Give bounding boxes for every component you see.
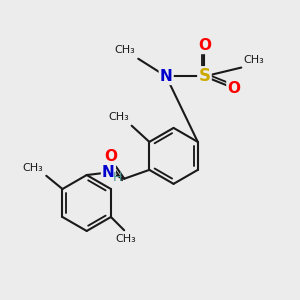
Text: O: O xyxy=(198,38,211,53)
Text: N: N xyxy=(102,165,115,180)
Text: CH₃: CH₃ xyxy=(115,45,135,55)
Text: S: S xyxy=(199,68,211,85)
Text: O: O xyxy=(105,149,118,164)
Text: O: O xyxy=(227,81,240,96)
Text: CH₃: CH₃ xyxy=(22,163,43,173)
Text: N: N xyxy=(160,69,172,84)
Text: CH₃: CH₃ xyxy=(115,234,136,244)
Text: CH₃: CH₃ xyxy=(109,112,129,122)
Text: CH₃: CH₃ xyxy=(244,55,264,65)
Text: H: H xyxy=(113,171,123,184)
